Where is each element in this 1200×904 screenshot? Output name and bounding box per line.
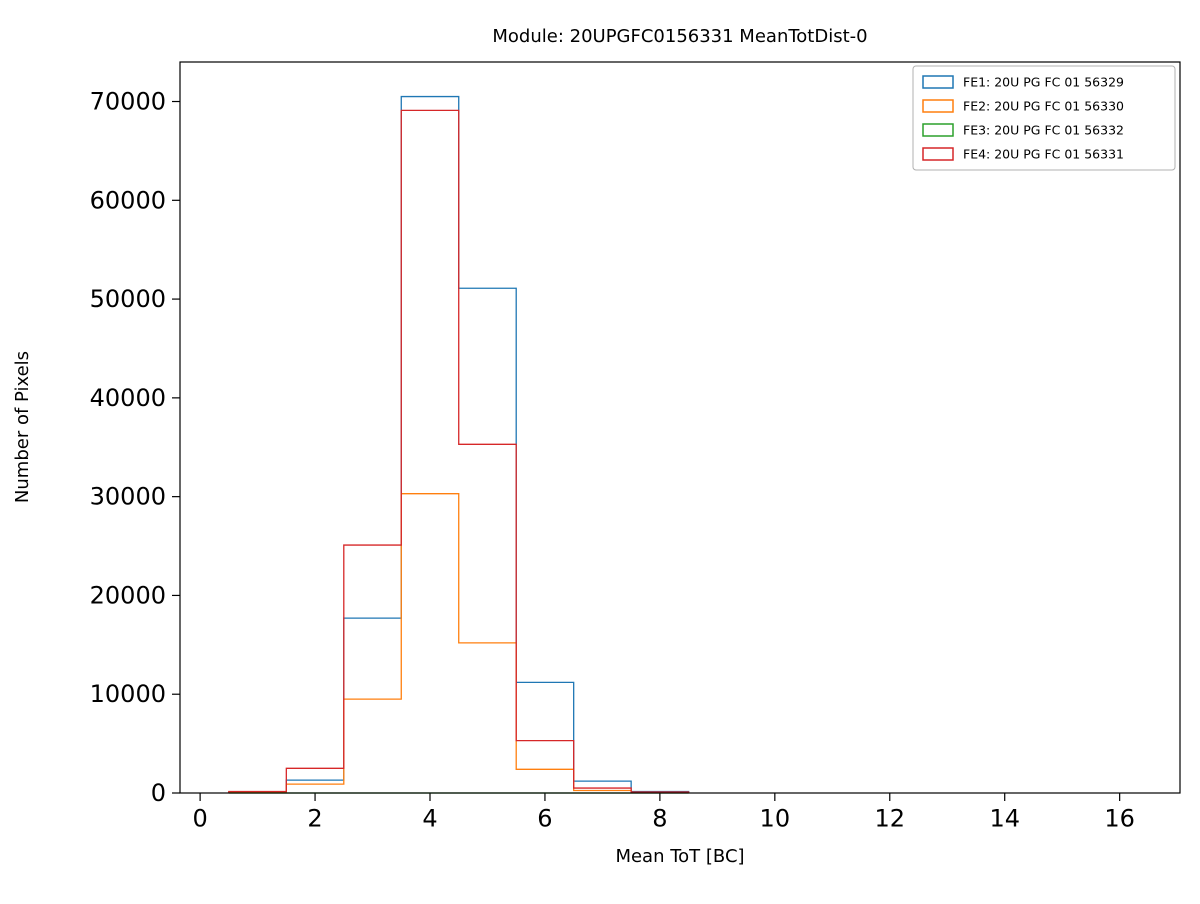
legend-label-fe1: FE1: 20U PG FC 01 56329 bbox=[963, 75, 1124, 90]
legend-swatch-fe1 bbox=[922, 75, 954, 89]
series-line-fe4 bbox=[228, 109, 690, 793]
y-tick-label: 70000 bbox=[90, 88, 166, 116]
y-tick-label: 20000 bbox=[90, 581, 166, 609]
x-tick-label: 10 bbox=[760, 805, 791, 833]
series-line-fe2 bbox=[228, 493, 690, 794]
x-tick-label: 6 bbox=[537, 805, 552, 833]
legend-swatch-fe4 bbox=[922, 147, 954, 161]
x-tick-label: 8 bbox=[652, 805, 667, 833]
chart-title: Module: 20UPGFC0156331 MeanTotDist-0 bbox=[492, 26, 867, 47]
x-tick-label: 0 bbox=[192, 805, 207, 833]
x-tick-label: 14 bbox=[989, 805, 1020, 833]
legend-swatch-fe2 bbox=[922, 99, 954, 113]
legend-box bbox=[912, 65, 1176, 171]
legend-label-fe3: FE3: 20U PG FC 01 56332 bbox=[963, 123, 1124, 138]
axes-frame bbox=[179, 61, 1181, 794]
legend-swatch-fe3 bbox=[922, 123, 954, 137]
x-tick-label: 16 bbox=[1104, 805, 1135, 833]
x-tick-label: 4 bbox=[422, 805, 437, 833]
x-axis-label: Mean ToT [BC] bbox=[615, 846, 744, 867]
y-tick-label: 60000 bbox=[90, 186, 166, 214]
y-axis-label: Number of Pixels bbox=[12, 351, 33, 503]
legend-label-fe4: FE4: 20U PG FC 01 56331 bbox=[963, 147, 1124, 162]
y-tick-label: 0 bbox=[151, 779, 166, 807]
legend-label-fe2: FE2: 20U PG FC 01 56330 bbox=[963, 99, 1124, 114]
y-tick-label: 40000 bbox=[90, 384, 166, 412]
x-tick-label: 2 bbox=[307, 805, 322, 833]
x-tick-label: 12 bbox=[874, 805, 905, 833]
y-tick-label: 10000 bbox=[90, 680, 166, 708]
y-tick-label: 30000 bbox=[90, 483, 166, 511]
y-tick-label: 50000 bbox=[90, 285, 166, 313]
